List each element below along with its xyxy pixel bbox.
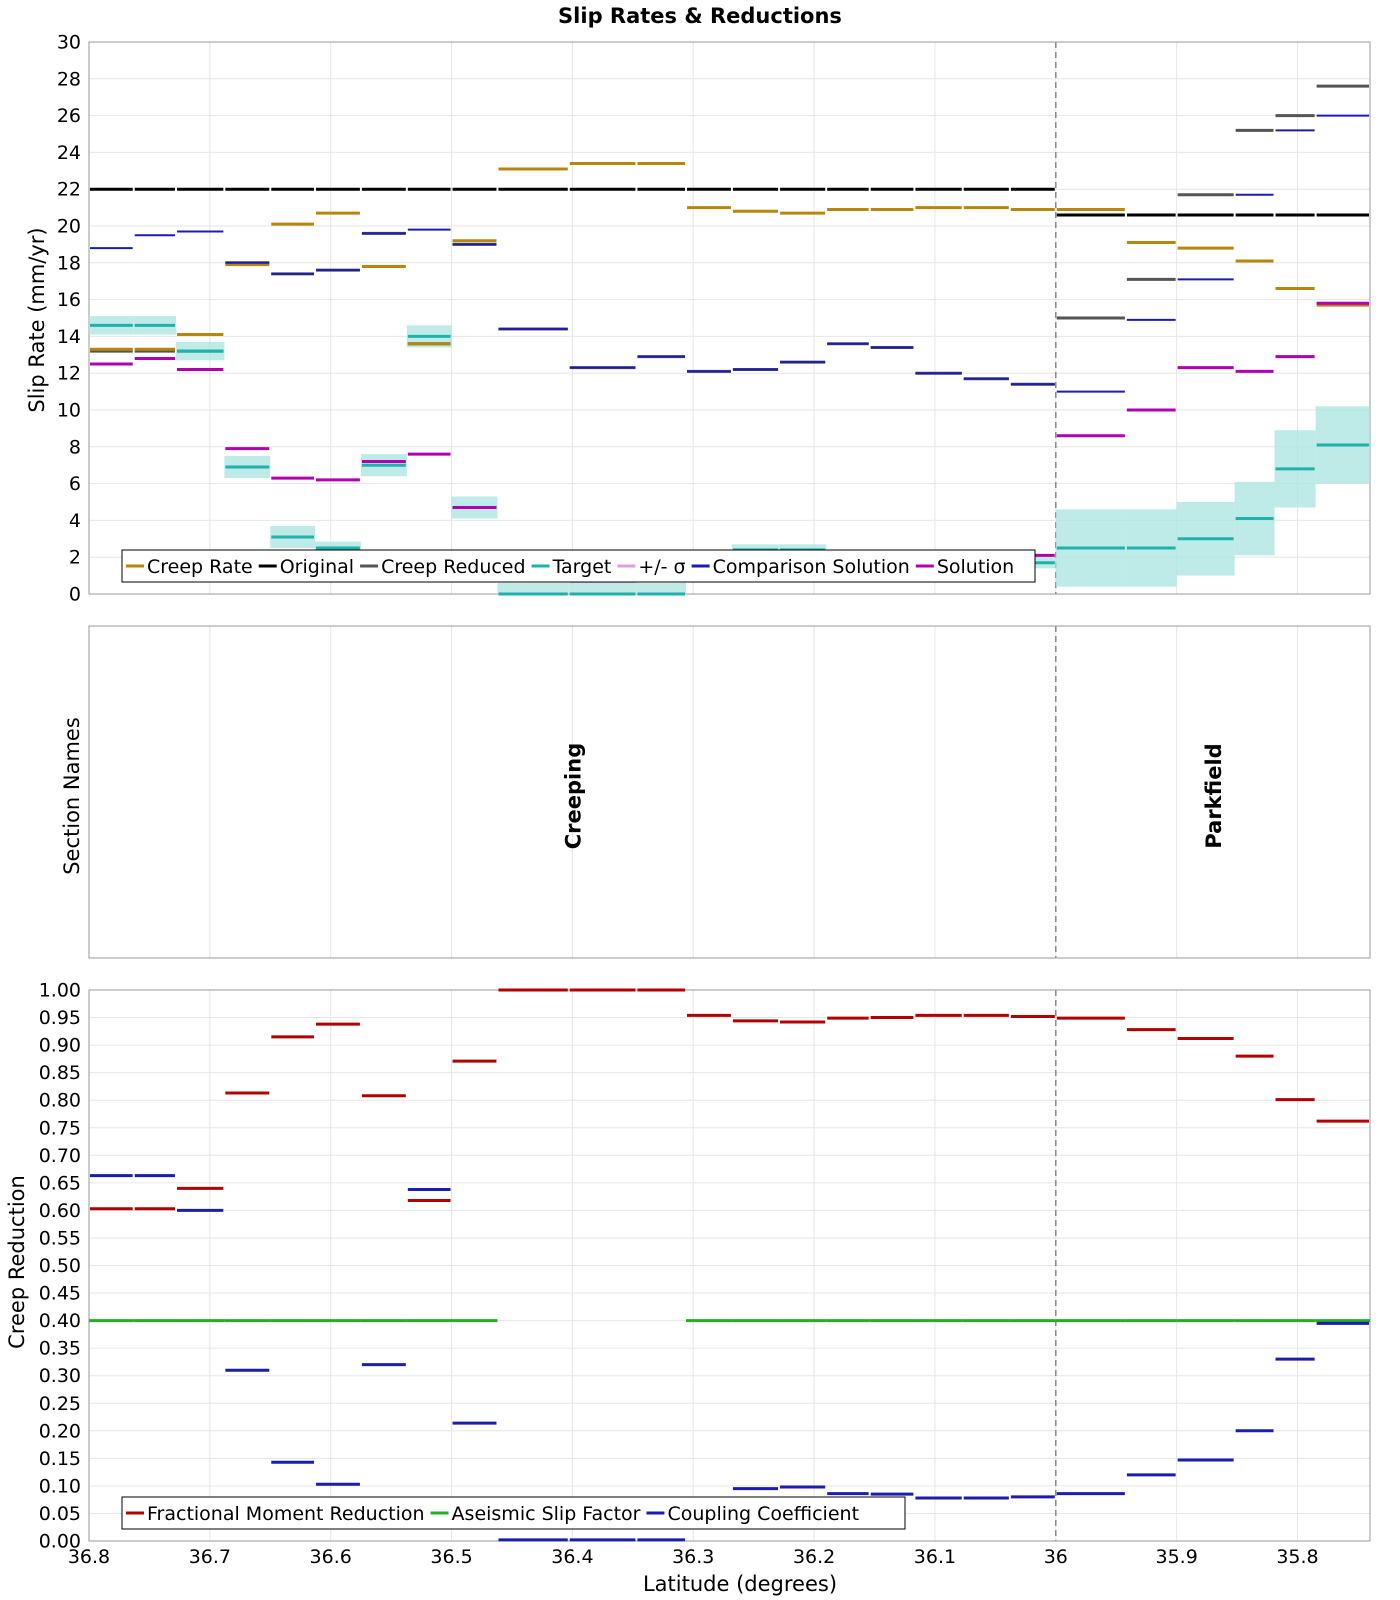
creep-reduction-legend: Fractional Moment Reduction Aseismic Slip… [121, 1496, 906, 1530]
legend-label: Creep Reduced [381, 556, 525, 578]
legend-label: Solution [937, 556, 1014, 578]
creep-reduction-y-tick-label: 0.90 [39, 1035, 81, 1057]
x-axis-label: Latitude (degrees) [643, 1572, 837, 1596]
creep-reduction-y-tick-label: 0.75 [39, 1117, 81, 1139]
creep-reduction-y-tick-label: 1.00 [39, 980, 81, 1002]
x-tick-label: 35.8 [1276, 1546, 1318, 1568]
x-tick-label: 36 [1044, 1546, 1068, 1568]
legend-label: Fractional Moment Reduction [147, 1503, 425, 1525]
creep-reduction-frame [88, 989, 1371, 1542]
legend-label: +/- σ [638, 556, 685, 578]
creep-reduction-y-axis-label: Creep Reduction [5, 1175, 29, 1349]
x-tick-label: 35.9 [1155, 1546, 1197, 1568]
uncertainty-band [636, 582, 686, 594]
figure-title: Slip Rates & Reductions [558, 4, 842, 28]
creep-reduction-y-tick-label: 0.15 [39, 1448, 81, 1470]
creep-reduction-y-tick-label: 0.25 [39, 1393, 81, 1415]
creep-reduction-y-tick-label: 0.85 [39, 1062, 81, 1084]
section-names-panel: Creeping Parkfield [88, 625, 1371, 959]
slip-rate-y-tick-label: 30 [57, 32, 81, 54]
slip-rate-y-tick-label: 24 [57, 142, 81, 164]
slip-rate-y-tick-label: 16 [57, 289, 81, 311]
creep-reduction-y-tick-label: 0.20 [39, 1420, 81, 1442]
slip-rate-y-tick-label: 2 [69, 547, 81, 569]
creep-reduction-y-tick-label: 0.65 [39, 1172, 81, 1194]
slip-rate-y-tick-label: 10 [57, 400, 81, 422]
legend-label: Creep Rate [147, 556, 253, 578]
uncertainty-band [497, 582, 569, 594]
section-names-frame [88, 625, 1371, 959]
slip-rate-y-tick-label: 6 [69, 473, 81, 495]
slip-rate-y-tick-label: 0 [69, 584, 81, 606]
creep-reduction-y-tick-label: 0.00 [39, 1531, 81, 1553]
creep-reduction-y-tick-label: 0.05 [39, 1503, 81, 1525]
legend-box [121, 1496, 906, 1530]
creep-reduction-y-tick-label: 0.70 [39, 1145, 81, 1167]
creep-reduction-y-tick-label: 0.55 [39, 1227, 81, 1249]
legend-box [121, 549, 1036, 583]
slip-rate-y-tick-label: 26 [57, 105, 81, 127]
creep-reduction-y-tick-label: 0.95 [39, 1007, 81, 1029]
legend-label: Coupling Coefficient [667, 1503, 859, 1525]
creep-reduction-y-tick-label: 0.40 [39, 1310, 81, 1332]
creep-reduction-y-tick-label: 0.35 [39, 1338, 81, 1360]
x-tick-label: 36.8 [68, 1546, 110, 1568]
x-tick-label: 36.1 [914, 1546, 956, 1568]
slip-rate-plot-area [89, 42, 1370, 594]
x-tick-label: 36.3 [672, 1546, 714, 1568]
x-tick-label: 36.7 [189, 1546, 231, 1568]
creep-reduction-y-tick-label: 0.45 [39, 1283, 81, 1305]
section-label-parkfield: Parkfield [1202, 743, 1226, 848]
legend-label: Comparison Solution [713, 556, 910, 578]
creep-reduction-y-tick-label: 0.30 [39, 1365, 81, 1387]
legend-label: Target [552, 556, 612, 578]
slip-rate-y-tick-label: 8 [69, 436, 81, 458]
creep-reduction-y-tick-label: 0.10 [39, 1475, 81, 1497]
creep-reduction-y-tick-label: 0.60 [39, 1200, 81, 1222]
section-names-plot-area [89, 626, 1370, 958]
uncertainty-band [568, 582, 637, 594]
x-tick-label: 36.6 [310, 1546, 352, 1568]
slip-rate-y-tick-label: 22 [57, 179, 81, 201]
x-tick-label: 36.2 [793, 1546, 835, 1568]
slip-rate-y-tick-label: 4 [69, 510, 81, 532]
section-label-creeping: Creeping [561, 743, 585, 849]
slip-rate-y-tick-label: 28 [57, 68, 81, 90]
slip-rate-legend: Creep Rate Original Creep Reduced Target +/-… [121, 549, 1036, 583]
slip-rate-y-tick-label: 12 [57, 363, 81, 385]
slip-rate-y-tick-label: 18 [57, 252, 81, 274]
section-names-y-axis-label: Section Names [60, 717, 84, 875]
creep-reduction-y-tick-label: 0.50 [39, 1255, 81, 1277]
creep-reduction-y-tick-label: 0.80 [39, 1090, 81, 1112]
slip-rate-y-tick-label: 20 [57, 216, 81, 238]
x-tick-label: 36.5 [430, 1546, 472, 1568]
legend-label: Original [280, 556, 354, 578]
slip-rate-y-tick-label: 14 [57, 326, 81, 348]
x-tick-label: 36.4 [551, 1546, 593, 1568]
creep-reduction-panel: 0.00 0.05 0.10 0.15 0.20 0.25 0.30 0.35 0.40 0.45… [39, 980, 1371, 1568]
slip-rate-y-axis-label: Slip Rate (mm/yr) [25, 227, 49, 412]
legend-label: Aseismic Slip Factor [452, 1503, 641, 1525]
